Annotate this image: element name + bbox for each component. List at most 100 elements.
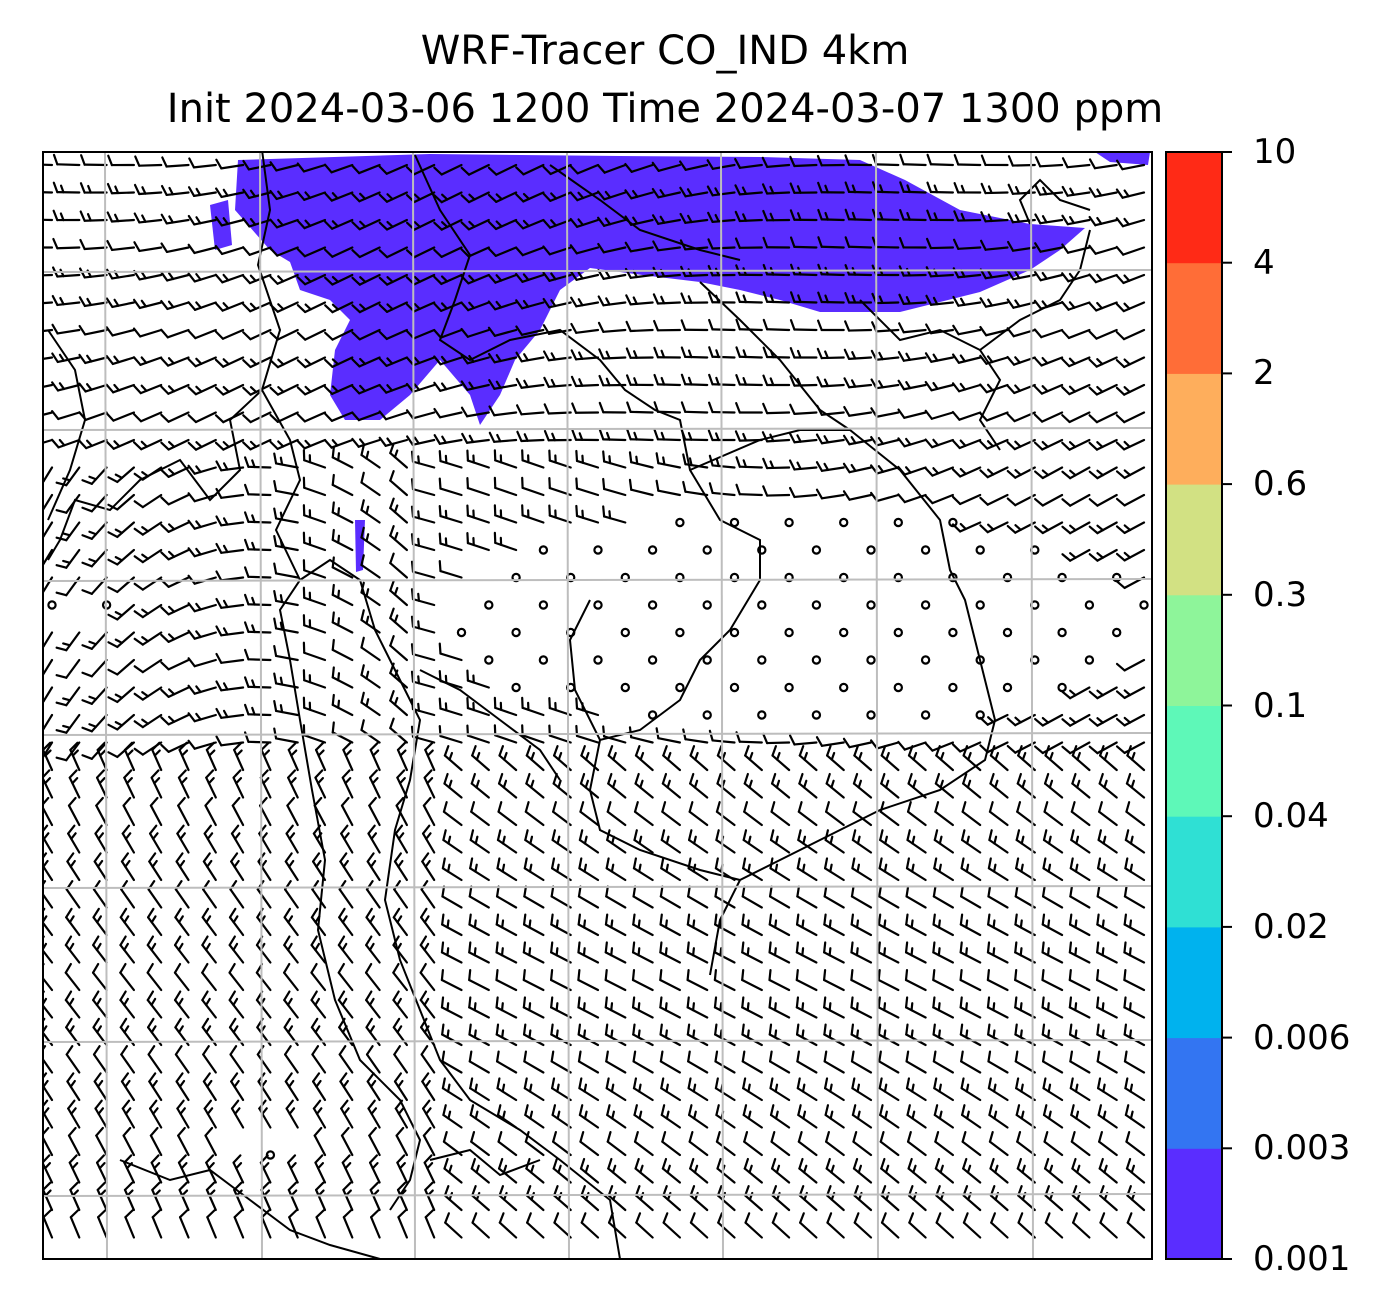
wind-barb bbox=[323, 163, 354, 174]
wind-barb bbox=[1126, 1212, 1146, 1239]
wind-barb bbox=[1070, 1104, 1091, 1129]
wind-barb bbox=[768, 968, 791, 992]
wind-barb bbox=[708, 373, 736, 387]
wind-barb bbox=[497, 1131, 518, 1157]
wind-barb bbox=[460, 163, 490, 176]
wind-barb bbox=[314, 741, 327, 772]
wind-barb bbox=[438, 697, 463, 717]
wind-barb bbox=[338, 907, 354, 937]
wind-barb bbox=[214, 411, 245, 424]
wind-barb bbox=[815, 736, 845, 747]
wind-barb bbox=[214, 273, 245, 284]
wind-barb bbox=[907, 1185, 927, 1212]
wind-barb bbox=[107, 686, 135, 704]
wind-barb bbox=[360, 444, 381, 469]
wind-barb bbox=[714, 885, 736, 909]
wind-barb bbox=[741, 996, 763, 1019]
wind-barb bbox=[495, 913, 518, 937]
wind-barb bbox=[173, 962, 190, 992]
wind-barb bbox=[577, 1050, 600, 1074]
wind-barb bbox=[187, 547, 217, 558]
wind-barb bbox=[389, 525, 408, 552]
wind-barb bbox=[1042, 857, 1064, 882]
wind-barb bbox=[133, 241, 163, 253]
wind-barb bbox=[1068, 996, 1091, 1019]
wind-barb bbox=[653, 319, 682, 332]
wind-barb bbox=[498, 745, 518, 772]
wind-barb bbox=[1061, 243, 1091, 254]
wind-barb bbox=[65, 907, 81, 937]
wind-barb bbox=[569, 217, 600, 228]
wind-barb bbox=[979, 354, 1009, 365]
wind-barb bbox=[460, 301, 490, 312]
calm-wind-marker bbox=[811, 545, 822, 555]
calm-wind-marker bbox=[975, 655, 985, 665]
wind-barb bbox=[1033, 438, 1064, 451]
wind-barb bbox=[634, 1185, 654, 1212]
wind-barb bbox=[242, 411, 272, 424]
wind-barb bbox=[228, 907, 245, 937]
wind-barb bbox=[106, 239, 135, 252]
wind-barb bbox=[552, 1131, 572, 1157]
wind-barb bbox=[81, 493, 108, 513]
wind-barb bbox=[43, 852, 54, 882]
wind-barb bbox=[187, 684, 217, 695]
wind-barb bbox=[242, 328, 272, 341]
wind-barb bbox=[817, 291, 845, 304]
wind-barb bbox=[602, 505, 627, 524]
wind-barb bbox=[661, 772, 682, 799]
wind-barb bbox=[1070, 829, 1091, 854]
wind-barb bbox=[119, 990, 135, 1019]
wind-barb bbox=[906, 1104, 927, 1129]
wind-barb bbox=[460, 406, 490, 418]
wind-barb bbox=[360, 581, 381, 607]
wind-barb bbox=[1043, 772, 1064, 799]
wind-barb bbox=[523, 857, 545, 882]
wind-barb bbox=[231, 796, 245, 827]
wind-barb bbox=[160, 438, 190, 451]
wind-barb bbox=[283, 935, 299, 964]
wind-barb bbox=[607, 1157, 627, 1184]
wind-barb bbox=[987, 1023, 1009, 1047]
wind-barb bbox=[187, 411, 217, 424]
wind-barb bbox=[924, 438, 955, 449]
calm-wind-marker bbox=[729, 627, 740, 638]
wind-barb bbox=[392, 935, 408, 964]
wind-barb bbox=[470, 1157, 490, 1184]
wind-barb bbox=[498, 1185, 518, 1212]
wind-barbs bbox=[43, 153, 1149, 1239]
wind-barb bbox=[443, 1157, 463, 1184]
wind-barb bbox=[744, 1185, 763, 1212]
wind-barb bbox=[632, 913, 654, 937]
wind-barb bbox=[1123, 913, 1146, 937]
wind-barb bbox=[1097, 1104, 1118, 1129]
wind-barb bbox=[1124, 1077, 1146, 1102]
wind-barb bbox=[762, 457, 791, 470]
wind-barb bbox=[419, 990, 436, 1019]
wind-barb bbox=[925, 323, 955, 335]
wind-barb bbox=[653, 401, 682, 414]
wind-barb bbox=[631, 996, 654, 1019]
wind-barb bbox=[897, 350, 927, 362]
wind-barb bbox=[284, 1072, 299, 1102]
wind-barb bbox=[260, 1209, 272, 1239]
wind-barb bbox=[378, 410, 408, 421]
wind-barb bbox=[187, 519, 217, 530]
wind-barb bbox=[989, 772, 1009, 799]
wind-barb bbox=[438, 449, 463, 469]
wind-barb bbox=[215, 652, 245, 664]
wind-barb bbox=[953, 210, 982, 222]
wind-barb bbox=[468, 996, 490, 1019]
wind-barb bbox=[64, 935, 81, 964]
wind-barb bbox=[121, 824, 135, 854]
wind-barb bbox=[1061, 686, 1091, 700]
wind-barb bbox=[515, 351, 545, 363]
wind-barb bbox=[1061, 548, 1091, 562]
wind-barb bbox=[686, 941, 709, 964]
wind-barb bbox=[273, 534, 299, 552]
wind-barb bbox=[340, 1126, 354, 1157]
wind-barb bbox=[960, 857, 982, 882]
wind-barb bbox=[522, 996, 545, 1019]
wind-barb bbox=[269, 383, 299, 396]
wind-barb bbox=[302, 504, 327, 524]
